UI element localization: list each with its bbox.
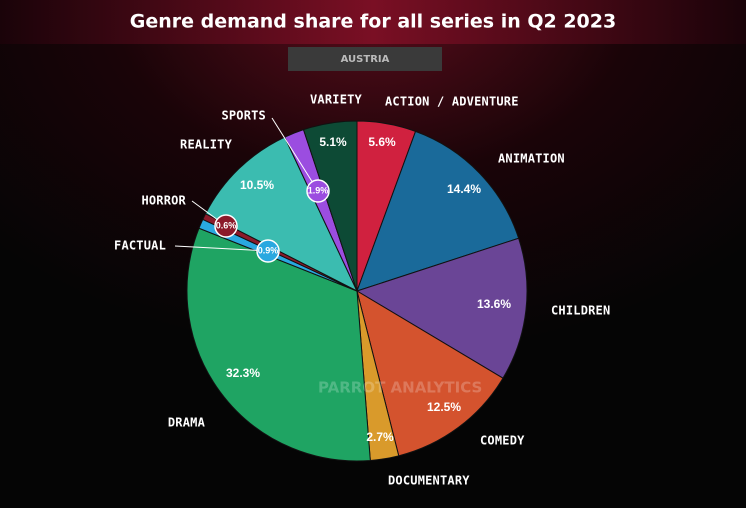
value-label: 10.5% [240,178,274,192]
category-label: CHILDREN [551,304,610,318]
category-label: DOCUMENTARY [388,474,470,488]
category-label: VARIETY [310,93,363,107]
pie-slice [355,237,528,379]
value-label: 5.1% [319,135,347,149]
category-label: SPORTS [221,109,266,123]
value-badge [306,179,330,203]
leader-line [271,117,319,192]
leader-line [174,245,269,252]
pie-slice [302,120,358,292]
category-label: REALITY [180,138,233,152]
chart-subtitle: AUSTRIA [341,54,390,65]
value-label: 0.6% [216,220,237,230]
title-bar [0,0,746,44]
category-label: COMEDY [480,434,525,448]
subtitle-box [288,47,442,71]
category-label: DRAMA [168,416,206,430]
value-label: 0.9% [258,245,279,255]
pie: 5.6% ACTION / ADVENTURE 14.4% ANIMATION 13.6… [114,93,610,488]
category-label: FACTUAL [114,239,166,253]
watermark: PARROT ANALYTICS [318,379,482,397]
pie-slice [356,289,504,457]
value-label: 2.7% [366,430,394,444]
category-label: ANIMATION [498,152,565,166]
value-label: 12.5% [427,400,461,414]
category-label: ACTION / ADVENTURE [385,95,519,109]
value-label: 14.4% [447,182,481,196]
value-label: 32.3% [226,366,260,380]
value-badge [214,214,238,238]
value-badge [256,239,280,263]
value-label: 1.9% [308,185,329,195]
value-label: 13.6% [477,297,511,311]
value-label: 5.6% [368,135,396,149]
chart-title: Genre demand share for all series in Q2 … [130,11,616,33]
pie-slice [204,136,359,293]
category-label: HORROR [141,194,186,208]
pie-slice [186,227,371,462]
